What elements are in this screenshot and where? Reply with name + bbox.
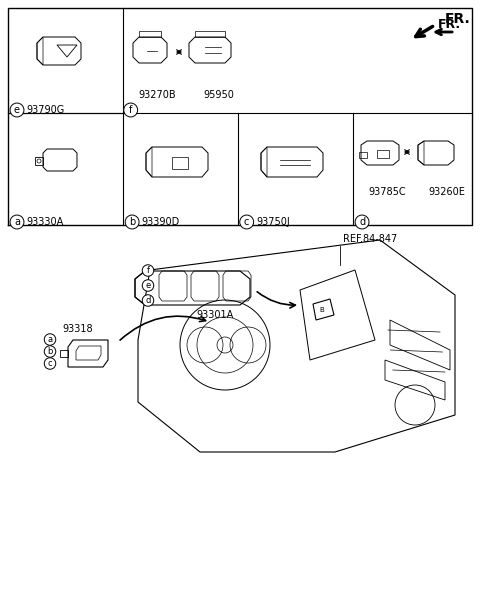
Text: 93301A: 93301A — [196, 310, 234, 320]
Text: f: f — [129, 105, 132, 115]
Text: c: c — [244, 217, 250, 227]
Text: b: b — [129, 217, 135, 227]
Text: 95950: 95950 — [203, 90, 234, 100]
Text: 93390D: 93390D — [141, 217, 179, 227]
Text: e: e — [14, 105, 20, 115]
Text: a: a — [48, 335, 53, 344]
Text: 93330A: 93330A — [26, 217, 63, 227]
Text: a: a — [14, 217, 20, 227]
Text: 93785C: 93785C — [368, 187, 406, 197]
Text: FR.: FR. — [445, 12, 471, 26]
Text: f: f — [146, 266, 149, 275]
Text: 93270B: 93270B — [138, 90, 176, 100]
Text: b: b — [48, 347, 53, 356]
Text: d: d — [145, 296, 151, 305]
Text: c: c — [48, 359, 52, 368]
Text: 93750J: 93750J — [256, 217, 290, 227]
Text: REF.84-847: REF.84-847 — [343, 234, 397, 244]
Text: d: d — [359, 217, 365, 227]
Text: FR.: FR. — [438, 19, 461, 31]
Text: e: e — [145, 281, 151, 290]
Text: 93318: 93318 — [63, 324, 93, 334]
Text: B: B — [320, 307, 324, 313]
Text: 93790G: 93790G — [26, 105, 64, 115]
Text: 93260E: 93260E — [428, 187, 465, 197]
